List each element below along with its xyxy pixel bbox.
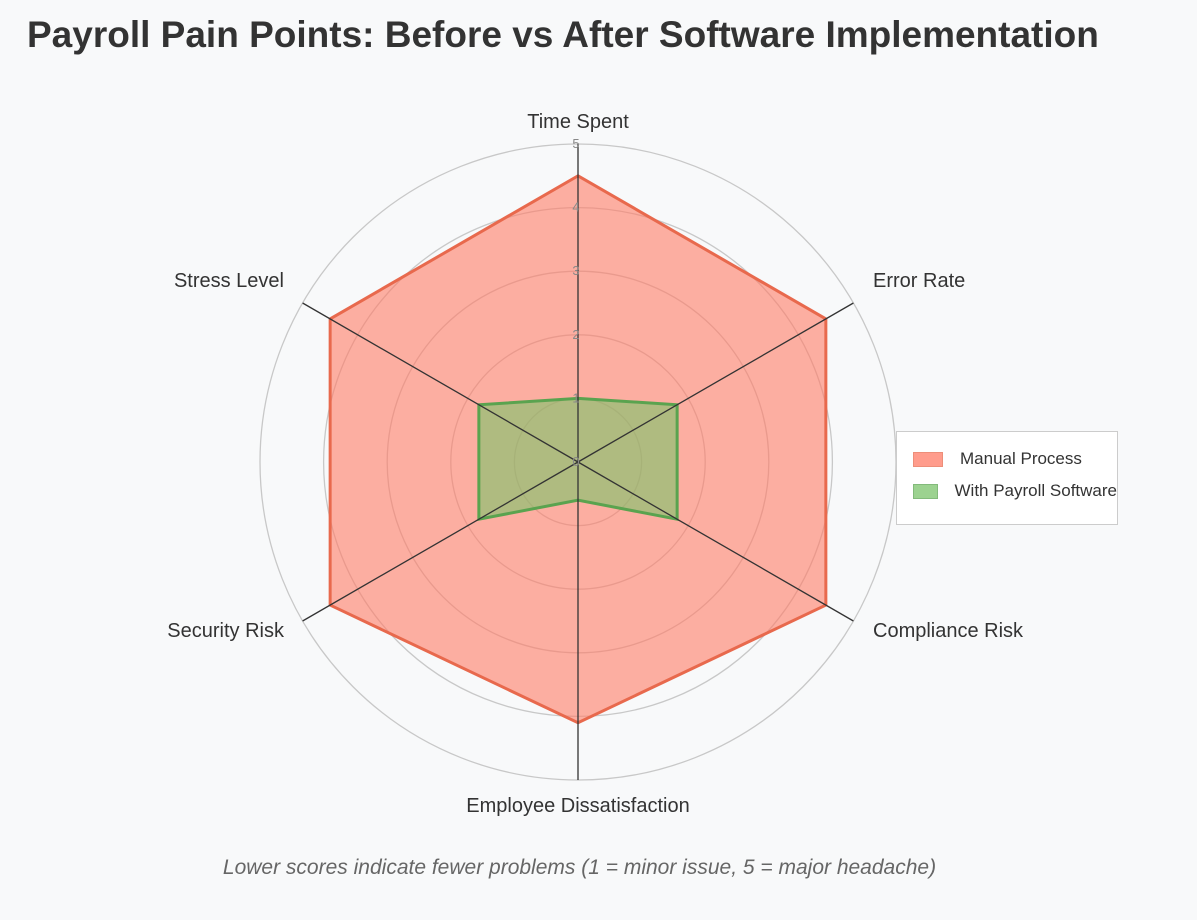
spoke-2 bbox=[577, 461, 854, 622]
legend-item-manual[interactable]: Manual Process bbox=[913, 443, 1117, 475]
spoke-4 bbox=[302, 461, 579, 622]
axis-label-3: Employee Dissatisfaction bbox=[466, 795, 689, 817]
tick-label-0: 0 bbox=[572, 454, 579, 469]
radar-tick-labels: 0 1 2 3 4 5 bbox=[572, 136, 579, 469]
legend-swatch-manual bbox=[913, 451, 943, 467]
axis-label-1: Error Rate bbox=[873, 270, 965, 292]
tick-label-3: 3 bbox=[572, 263, 579, 278]
radar-axis-labels: Time Spent Error Rate Compliance Risk Emplo… bbox=[167, 111, 1024, 817]
tick-label-1: 1 bbox=[572, 390, 579, 405]
spoke-5 bbox=[302, 302, 579, 463]
axis-label-2: Compliance Risk bbox=[873, 620, 1024, 642]
legend-label-software: With Payroll Software bbox=[954, 481, 1118, 500]
axis-label-0: Time Spent bbox=[527, 111, 629, 133]
tick-label-4: 4 bbox=[572, 200, 579, 215]
legend-swatch-software bbox=[913, 483, 938, 499]
axis-label-4: Security Risk bbox=[167, 620, 285, 642]
legend: Manual Process With Payroll Software bbox=[896, 431, 1118, 525]
tick-label-2: 2 bbox=[572, 327, 579, 342]
spoke-1 bbox=[577, 302, 854, 463]
legend-label-manual: Manual Process bbox=[960, 449, 1082, 468]
legend-item-software[interactable]: With Payroll Software bbox=[913, 475, 1117, 507]
radar-spokes bbox=[302, 144, 854, 780]
tick-label-5: 5 bbox=[572, 136, 579, 151]
chart-subtitle: Lower scores indicate fewer problems (1 … bbox=[222, 856, 937, 879]
axis-label-5: Stress Level bbox=[174, 270, 284, 292]
page-title: Payroll Pain Points: Before vs After Sof… bbox=[27, 14, 1099, 55]
